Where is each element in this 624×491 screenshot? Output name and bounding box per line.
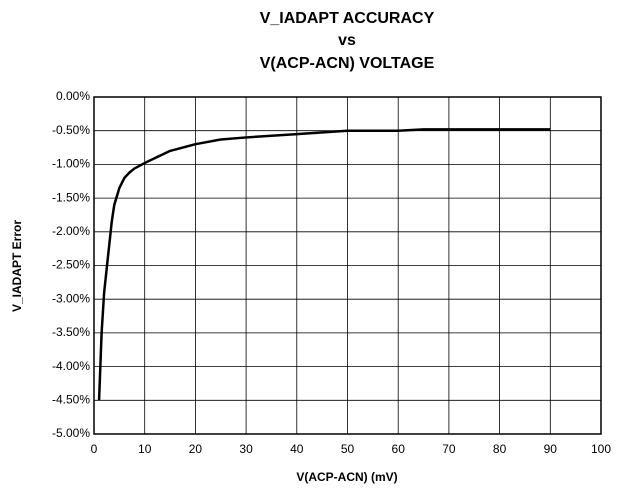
y-axis-label: V_IADAPT Error: [10, 220, 24, 312]
y-tick-label: -1.00%: [52, 157, 90, 171]
y-tick-label: -4.00%: [52, 359, 90, 373]
x-tick-label: 30: [239, 442, 253, 456]
x-tick-label: 40: [290, 442, 304, 456]
x-tick-label: 80: [493, 442, 507, 456]
y-tick-label: -1.50%: [52, 190, 90, 204]
x-tick-label: 10: [138, 442, 152, 456]
x-tick-label: 90: [544, 442, 558, 456]
plot-frame: [93, 96, 602, 435]
y-tick-label: -3.50%: [52, 325, 90, 339]
x-tick-label: 60: [392, 442, 406, 456]
y-tick-label: 0.00%: [56, 89, 90, 103]
y-tick-label: -2.50%: [52, 258, 90, 272]
data-line: [97, 128, 551, 401]
x-tick-label: 20: [189, 442, 203, 456]
y-tick-label: -4.50%: [52, 392, 90, 406]
y-tick-label: -0.50%: [52, 123, 90, 137]
x-tick-label: 0: [91, 442, 98, 456]
y-tick-label: -5.00%: [52, 426, 90, 440]
x-tick-label: 70: [442, 442, 456, 456]
x-axis-label: V(ACP-ACN) (mV): [296, 470, 397, 484]
y-tick-label: -2.00%: [52, 224, 90, 238]
chart-title: V(ACP-ACN) VOLTAGE: [260, 55, 435, 72]
chart-title: V_IADAPT ACCURACY: [260, 10, 435, 27]
x-tick-label: 50: [341, 442, 355, 456]
y-tick-label: -3.00%: [52, 291, 90, 305]
chart-title: vs: [338, 32, 356, 49]
x-tick-label: 100: [591, 442, 611, 456]
